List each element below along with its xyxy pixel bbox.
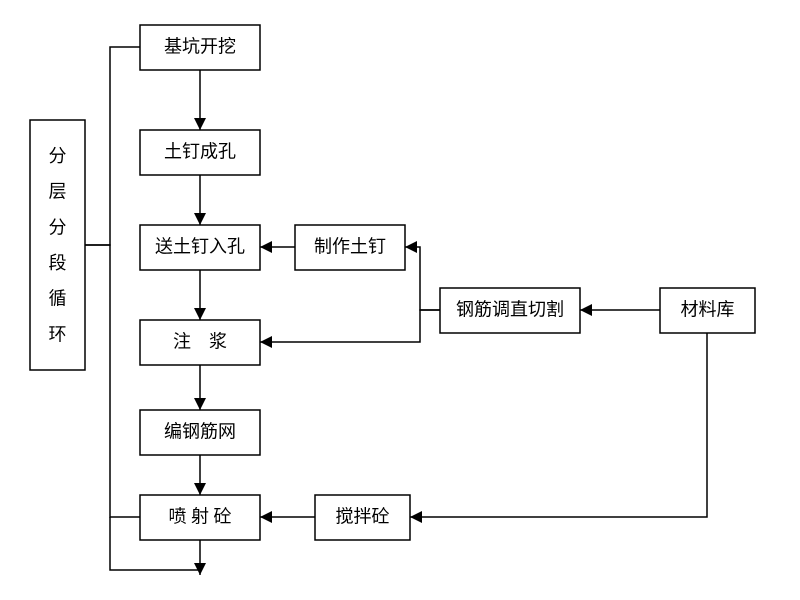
edge-loop-excav <box>85 47 140 245</box>
arrowhead <box>194 213 206 225</box>
node-warehouse-label: 材料库 <box>681 300 735 320</box>
node-mix: 搅拌砼 <box>315 495 410 540</box>
arrowhead <box>410 511 422 523</box>
node-mesh-label: 编钢筋网 <box>164 422 236 442</box>
node-warehouse: 材料库 <box>660 288 755 333</box>
node-insert: 送土钉入孔 <box>140 225 260 270</box>
arrowhead <box>405 241 417 253</box>
node-rebarcut-label: 钢筋调直切割 <box>456 300 564 320</box>
node-loop-char-5: 环 <box>49 324 67 344</box>
node-excav: 基坑开挖 <box>140 25 260 70</box>
node-loop-char-4: 循 <box>49 289 67 309</box>
node-mix-label: 搅拌砼 <box>336 507 390 527</box>
node-shotcrete: 喷 射 砼 <box>140 495 260 540</box>
arrowhead <box>260 336 272 348</box>
node-loop-char-1: 层 <box>49 182 67 202</box>
node-insert-label: 送土钉入孔 <box>155 237 245 257</box>
arrowhead <box>194 563 206 575</box>
node-make-label: 制作土钉 <box>314 237 386 257</box>
arrowhead <box>194 398 206 410</box>
arrowhead <box>580 304 592 316</box>
node-loop-char-2: 分 <box>49 217 67 237</box>
node-mesh: 编钢筋网 <box>140 410 260 455</box>
arrowhead <box>260 241 272 253</box>
arrowhead <box>194 483 206 495</box>
node-grout-label: 注 浆 <box>173 332 227 352</box>
node-excav-label: 基坑开挖 <box>164 37 236 57</box>
edge-warehouse-mix <box>410 333 707 517</box>
node-bore-label: 土钉成孔 <box>164 142 236 162</box>
arrowhead <box>194 308 206 320</box>
node-grout: 注 浆 <box>140 320 260 365</box>
arrowhead <box>260 511 272 523</box>
node-make: 制作土钉 <box>295 225 405 270</box>
node-loop-char-3: 段 <box>49 253 67 273</box>
node-shotcrete-label: 喷 射 砼 <box>169 507 232 527</box>
edge-rebarcut-grout <box>260 310 440 342</box>
node-loop-char-0: 分 <box>49 146 67 166</box>
arrowhead <box>194 118 206 130</box>
node-loop: 分层分段循环 <box>30 120 85 370</box>
node-bore: 土钉成孔 <box>140 130 260 175</box>
edge-rebarcut-make <box>405 247 440 310</box>
edge-loop-shotcrete <box>85 245 140 517</box>
node-rebarcut: 钢筋调直切割 <box>440 288 580 333</box>
flowchart-canvas: 分层分段循环基坑开挖土钉成孔送土钉入孔制作土钉钢筋调直切割材料库注 浆编钢筋网喷… <box>0 0 800 600</box>
